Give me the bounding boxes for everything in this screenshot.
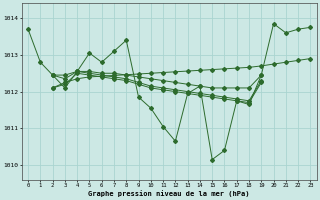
X-axis label: Graphe pression niveau de la mer (hPa): Graphe pression niveau de la mer (hPa) [89, 190, 250, 197]
